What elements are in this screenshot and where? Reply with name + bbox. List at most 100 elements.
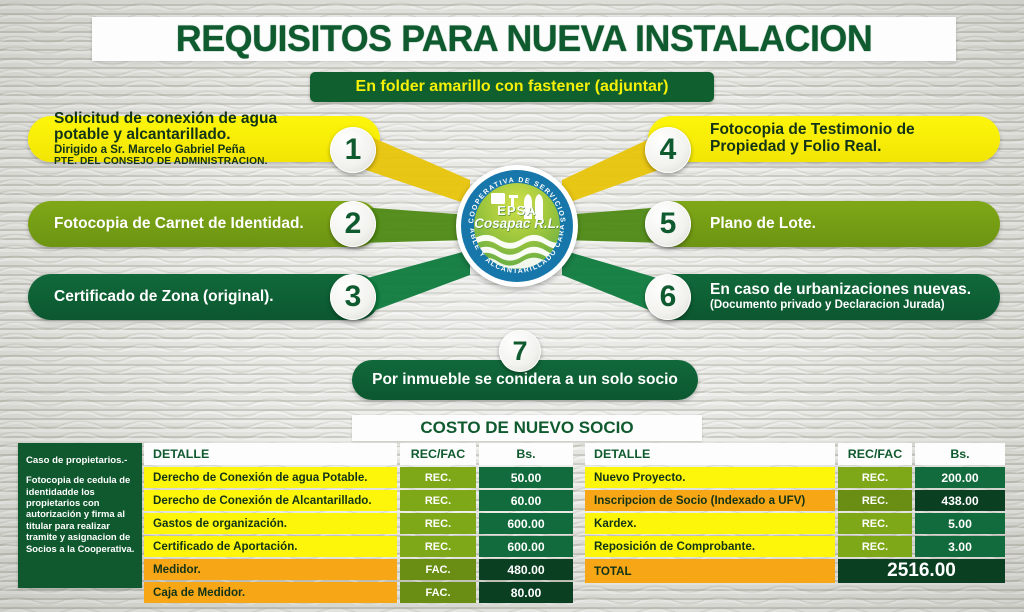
cell-bs: 5.00 xyxy=(915,513,1005,534)
cell-bs: 438.00 xyxy=(915,490,1005,511)
cell-recfac: REC. xyxy=(838,467,912,488)
cell-detalle: Medidor. xyxy=(144,559,397,580)
requirement-item-3-text: Certificado de Zona (original). xyxy=(54,287,274,306)
subtitle-banner: En folder amarillo con fastener (adjunta… xyxy=(310,72,714,102)
cell-recfac: FAC. xyxy=(400,582,476,603)
cell-detalle: Kardex. xyxy=(585,513,835,534)
requirement-number-5: 5 xyxy=(645,201,691,247)
header-recfac: REC/FAC xyxy=(400,443,476,465)
requirement-item-5[interactable]: Plano de Lote. xyxy=(648,201,1000,247)
requirement-4-line2: Propiedad y Folio Real. xyxy=(710,138,882,155)
requirement-number-1: 1 xyxy=(330,127,376,173)
cell-detalle: Reposición de Comprobante. xyxy=(585,536,835,557)
total-label: TOTAL xyxy=(585,559,835,583)
cost-table-right: DETALLE REC/FAC Bs. Nuevo Proyecto. REC.… xyxy=(585,443,1005,585)
requirement-item-5-text: Plano de Lote. xyxy=(710,214,816,233)
logo-brand-cosapac: Cosapac R.L. xyxy=(474,216,560,231)
requirement-item-4[interactable]: Fotocopia de Testimonio de Propiedad y F… xyxy=(648,116,1000,162)
requirement-item-3[interactable]: Certificado de Zona (original). xyxy=(28,274,380,320)
requirement-number-7: 7 xyxy=(499,330,541,372)
cost-table-left: DETALLE REC/FAC Bs. Derecho de Conexión … xyxy=(144,443,573,605)
header-recfac: REC/FAC xyxy=(838,443,912,465)
requirement-item-4-text: Fotocopia de Testimonio de Propiedad y F… xyxy=(710,122,915,155)
total-value: 2516.00 xyxy=(838,559,1005,583)
table-header-row: DETALLE REC/FAC Bs. xyxy=(585,443,1005,465)
cell-bs: 480.00 xyxy=(479,559,573,580)
cell-detalle: Derecho de Conexión de agua Potable. xyxy=(144,467,397,488)
cell-bs: 200.00 xyxy=(915,467,1005,488)
requirement-3-line1: Certificado de Zona (original). xyxy=(54,287,274,305)
cell-recfac: REC. xyxy=(838,536,912,557)
header-detalle: DETALLE xyxy=(144,443,397,465)
header-bs: Bs. xyxy=(479,443,573,465)
subtitle-text: En folder amarillo con fastener (adjunta… xyxy=(355,78,669,95)
cell-recfac: REC. xyxy=(400,536,476,557)
cell-detalle: Nuevo Proyecto. xyxy=(585,467,835,488)
requirement-item-1-text: Solicitud de conexión de agua potable y … xyxy=(54,109,278,168)
requirement-number-3: 3 xyxy=(330,274,376,320)
logo-brand-text: EPSA Cosapac R.L. xyxy=(474,204,560,232)
cell-bs: 600.00 xyxy=(479,513,573,534)
cost-section-title: COSTO DE NUEVO SOCIO xyxy=(420,418,634,437)
header-bs: Bs. xyxy=(915,443,1005,465)
cell-detalle: Derecho de Conexión de Alcantarillado. xyxy=(144,490,397,511)
table-header-row: DETALLE REC/FAC Bs. xyxy=(144,443,573,465)
requirement-1-sub: Dirigido a Sr. Marcelo Gabriel Peña xyxy=(54,144,246,157)
cell-recfac: REC. xyxy=(400,467,476,488)
requirement-item-1[interactable]: Solicitud de conexión de agua potable y … xyxy=(28,110,380,167)
table-row[interactable]: Nuevo Proyecto. REC. 200.00 xyxy=(585,467,1005,488)
table-row[interactable]: Gastos de organización. REC. 600.00 xyxy=(144,513,573,534)
cell-recfac: FAC. xyxy=(400,559,476,580)
table-row[interactable]: Derecho de Conexión de Alcantarillado. R… xyxy=(144,490,573,511)
requirement-7-text: Por inmueble se conidera a un solo socio xyxy=(372,371,678,388)
owner-case-note: Caso de propietarios.- Fotocopia de cedu… xyxy=(18,443,142,588)
cell-recfac: REC. xyxy=(838,513,912,534)
table-row[interactable]: Kardex. REC. 5.00 xyxy=(585,513,1005,534)
page-title: REQUISITOS PARA NUEVA INSTALACION xyxy=(175,18,873,59)
requirement-6-sub: (Documento privado y Declaracion Jurada) xyxy=(710,299,945,312)
requirement-1-line2: potable y alcantarillado. xyxy=(54,126,231,144)
owner-case-note-body: Fotocopia de cedula de identidadde los p… xyxy=(26,474,135,554)
requirement-item-2-text: Fotocopia de Carnet de Identidad. xyxy=(54,214,304,233)
requirement-4-line1: Fotocopia de Testimonio de xyxy=(710,121,915,139)
logo-inner-disc: EPSA Cosapac R.L. xyxy=(474,183,560,269)
owner-case-note-title: Caso de propietarios.- xyxy=(26,455,128,466)
logo-water-waves-icon xyxy=(474,235,560,269)
table-row[interactable]: Derecho de Conexión de agua Potable. REC… xyxy=(144,467,573,488)
cell-recfac: REC. xyxy=(400,513,476,534)
requirement-item-6-text: En caso de urbanizaciones nuevas. (Docum… xyxy=(710,282,971,311)
requirement-1-line1: Solicitud de conexión de agua xyxy=(54,109,278,127)
title-banner: REQUISITOS PARA NUEVA INSTALACION xyxy=(92,17,956,61)
header-detalle: DETALLE xyxy=(585,443,835,465)
requirement-2-line1: Fotocopia de Carnet de Identidad. xyxy=(54,214,304,232)
requirement-number-4: 4 xyxy=(645,127,691,173)
requirement-1-sub2: PTE. DEL CONSEJO DE ADMINISTRACION. xyxy=(54,156,268,168)
table-row[interactable]: Medidor. FAC. 480.00 xyxy=(144,559,573,580)
table-row[interactable]: Reposición de Comprobante. REC. 3.00 xyxy=(585,536,1005,557)
requirement-number-6: 6 xyxy=(645,274,691,320)
requirement-item-2[interactable]: Fotocopia de Carnet de Identidad. xyxy=(28,201,380,247)
logo-outer-ring: COOPERATIVA DE SERVICIOS AGUA POTABLE Y … xyxy=(461,170,573,282)
cell-recfac: REC. xyxy=(838,490,912,511)
cell-bs: 60.00 xyxy=(479,490,573,511)
cell-bs: 50.00 xyxy=(479,467,573,488)
cost-section-banner: COSTO DE NUEVO SOCIO xyxy=(352,415,702,441)
requirement-5-line1: Plano de Lote. xyxy=(710,214,816,232)
requirement-item-6[interactable]: En caso de urbanizaciones nuevas. (Docum… xyxy=(648,274,1000,320)
cell-bs: 3.00 xyxy=(915,536,1005,557)
table-row[interactable]: Inscripcion de Socio (Indexado a UFV) RE… xyxy=(585,490,1005,511)
cell-detalle: Gastos de organización. xyxy=(144,513,397,534)
table-total-row: TOTAL 2516.00 xyxy=(585,559,1005,583)
cell-detalle: Inscripcion de Socio (Indexado a UFV) xyxy=(585,490,835,511)
cell-recfac: REC. xyxy=(400,490,476,511)
cell-detalle: Certificado de Aportación. xyxy=(144,536,397,557)
cell-bs: 600.00 xyxy=(479,536,573,557)
table-row[interactable]: Certificado de Aportación. REC. 600.00 xyxy=(144,536,573,557)
cosapac-logo: COOPERATIVA DE SERVICIOS AGUA POTABLE Y … xyxy=(456,165,578,287)
requirement-number-2: 2 xyxy=(330,201,376,247)
requirement-6-line1: En caso de urbanizaciones nuevas. xyxy=(710,281,972,299)
table-row[interactable]: Caja de Medidor. FAC. 80.00 xyxy=(144,582,573,603)
cell-bs: 80.00 xyxy=(479,582,573,603)
cell-detalle: Caja de Medidor. xyxy=(144,582,397,603)
